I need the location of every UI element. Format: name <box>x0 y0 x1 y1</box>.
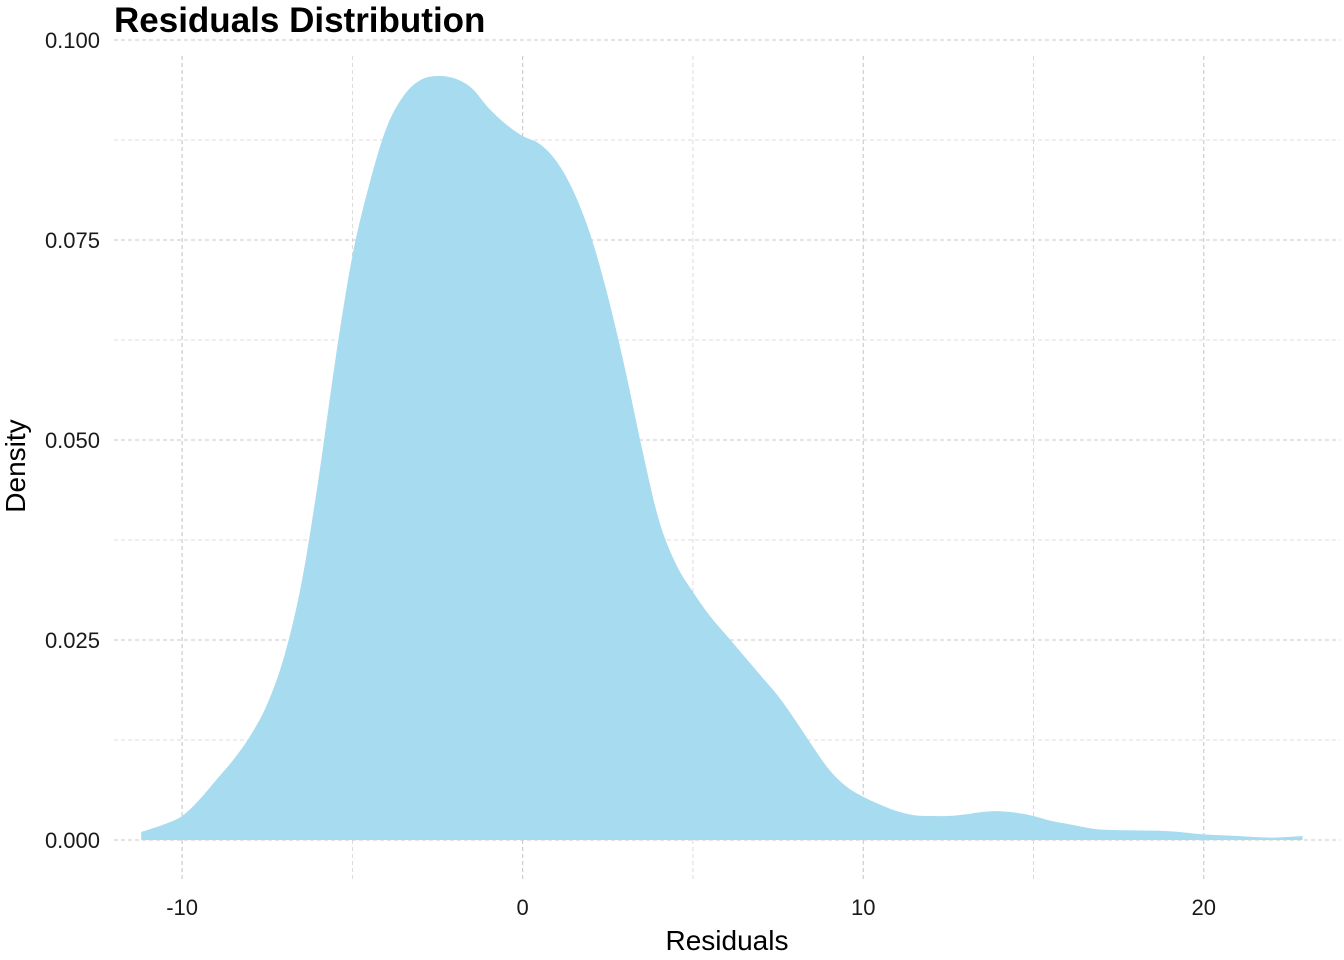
y-tick-label: 0.075 <box>45 228 100 253</box>
x-tick-label: 20 <box>1192 895 1216 920</box>
chart-title: Residuals Distribution <box>114 1 485 40</box>
x-tick-label: 0 <box>517 895 529 920</box>
x-axis-title: Residuals <box>666 925 789 956</box>
y-tick-label: 0.050 <box>45 428 100 453</box>
y-tick-label: 0.025 <box>45 628 100 653</box>
y-tick-label: 0.000 <box>45 828 100 853</box>
x-tick-label: 10 <box>851 895 875 920</box>
y-tick-label: 0.100 <box>45 28 100 53</box>
y-tick-labels: 0.000 0.025 0.050 0.075 0.100 <box>45 28 100 853</box>
y-axis-title: Density <box>0 419 31 512</box>
x-tick-label: -10 <box>166 895 198 920</box>
density-area <box>141 75 1303 841</box>
x-tick-labels: -10 0 10 20 <box>166 895 1216 920</box>
